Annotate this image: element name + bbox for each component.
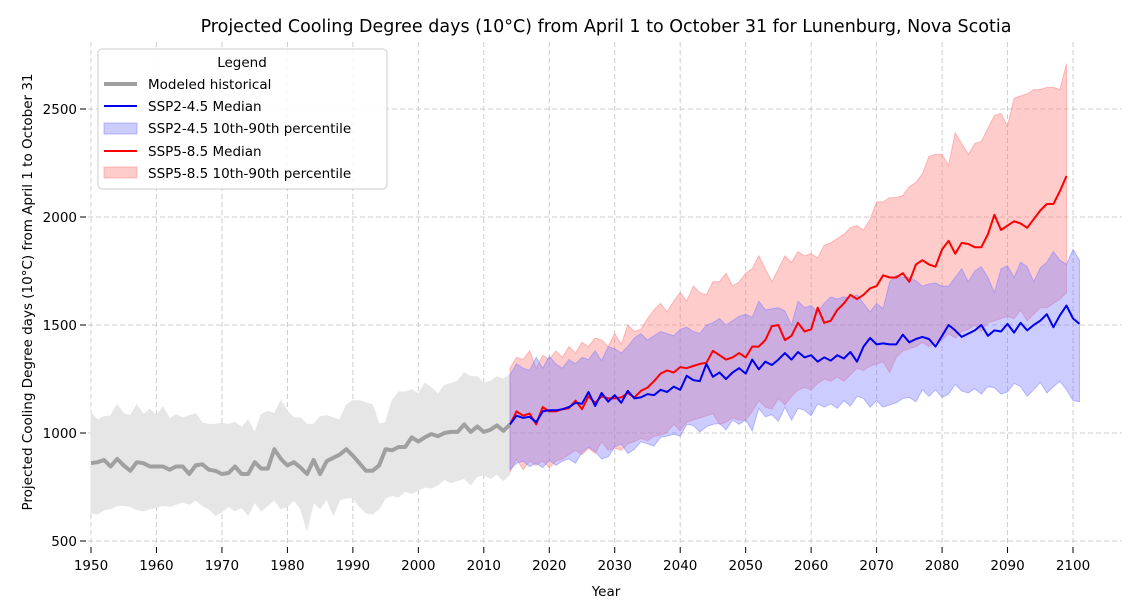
- x-tick-label-2070: 2070: [859, 558, 893, 574]
- bands: [90, 63, 1080, 533]
- legend-swatch-ssp585-band: [103, 166, 138, 179]
- x-tick-label-1970: 1970: [205, 558, 239, 574]
- x-tick-label-2010: 2010: [467, 558, 501, 574]
- ssp585-band: [509, 63, 1067, 473]
- x-tick-label-2060: 2060: [794, 558, 828, 574]
- y-tick-label-1500: 1500: [43, 318, 77, 334]
- x-tick-label-2050: 2050: [728, 558, 762, 574]
- legend-swatch-ssp245-band: [103, 122, 138, 135]
- x-tick-label-2000: 2000: [401, 558, 435, 574]
- ssp245-band: [509, 248, 1080, 471]
- legend-label-historical: Modeled historical: [148, 77, 271, 93]
- legend-label-ssp245-band: SSP2-4.5 10th-90th percentile: [148, 121, 351, 137]
- legend-box: [97, 48, 388, 190]
- legend-label-ssp585-median: SSP5-8.5 Median: [148, 144, 262, 160]
- y-tick-label-2000: 2000: [43, 210, 77, 226]
- historical-band: [90, 371, 511, 533]
- legend: Legend Modeled historical SSP2-4.5 Media…: [97, 48, 388, 190]
- x-tick-label-2040: 2040: [663, 558, 697, 574]
- x-tick-label-1980: 1980: [270, 558, 304, 574]
- x-tick-label-1950: 1950: [74, 558, 108, 574]
- historical-median-line: [90, 422, 512, 476]
- legend-entry-ssp245-band: SSP2-4.5 10th-90th percentile: [103, 121, 351, 137]
- y-tick-label-500: 500: [51, 534, 77, 550]
- x-tick-label-2030: 2030: [598, 558, 632, 574]
- x-tick-label-2080: 2080: [925, 558, 959, 574]
- legend-label-ssp245-median: SSP2-4.5 Median: [148, 99, 262, 115]
- x-tick-label-1990: 1990: [336, 558, 370, 574]
- legend-entry-ssp585-median: SSP5-8.5 Median: [104, 144, 262, 160]
- x-tick-label-1960: 1960: [139, 558, 173, 574]
- y-tick-label-2500: 2500: [43, 102, 77, 118]
- x-axis: 1950 1960 1970 1980 1990 2000 2010 2020 2030 2040…: [74, 547, 1090, 574]
- y-tick-label-1000: 1000: [43, 426, 77, 442]
- chart-title: Projected Cooling Degree days (10°C) fro…: [201, 17, 1012, 37]
- y-axis-label: Projected Cooling Degree days (10°C) fro…: [20, 73, 36, 510]
- x-tick-label-2100: 2100: [1056, 558, 1090, 574]
- legend-entry-historical: Modeled historical: [104, 77, 271, 93]
- legend-entry-ssp585-band: SSP5-8.5 10th-90th percentile: [103, 166, 351, 182]
- x-tick-label-2090: 2090: [990, 558, 1024, 574]
- legend-entry-ssp245-median: SSP2-4.5 Median: [104, 99, 262, 115]
- legend-title: Legend: [217, 55, 267, 71]
- x-tick-label-2020: 2020: [532, 558, 566, 574]
- y-axis: 500 1000 1500 2000 2500: [43, 102, 86, 550]
- legend-label-ssp585-band: SSP5-8.5 10th-90th percentile: [148, 166, 351, 182]
- ssp585-median-line: [509, 175, 1068, 426]
- lines: [90, 175, 1081, 476]
- ssp245-median-line: [509, 304, 1081, 425]
- x-axis-label: Year: [591, 584, 621, 600]
